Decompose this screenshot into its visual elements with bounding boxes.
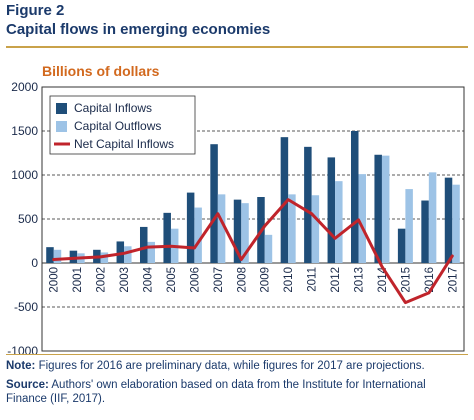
legend-label: Capital Inflows	[74, 101, 152, 115]
y-tick-label: 500	[18, 212, 38, 226]
y-tick-label: 2000	[11, 80, 38, 94]
x-tick-label: 2009	[260, 267, 272, 293]
x-tick-label: 2012	[330, 267, 342, 293]
note-text: Figures for 2016 are preliminary data, w…	[38, 360, 425, 372]
bar-capital-inflows	[69, 250, 78, 263]
x-tick-label: 2001	[72, 267, 84, 293]
bar-capital-inflows	[116, 241, 125, 263]
bar-capital-outflows	[53, 249, 62, 263]
figure-label: Figure 2	[6, 2, 65, 19]
x-tick-label: 2011	[307, 267, 319, 292]
bar-capital-inflows	[304, 146, 312, 263]
bar-capital-outflows	[311, 195, 320, 263]
legend-swatch-outflows	[56, 121, 67, 132]
bar-capital-outflows	[358, 174, 367, 263]
x-tick-label: 2008	[236, 267, 248, 293]
note: Note: Figures for 2016 are preliminary d…	[6, 359, 468, 373]
y-tick-label: -500	[14, 300, 38, 314]
bar-capital-inflows	[186, 192, 195, 263]
bar-capital-inflows	[327, 157, 336, 263]
bar-capital-inflows	[350, 131, 359, 263]
legend-label: Net Capital Inflows	[74, 137, 174, 151]
x-tick-label: 2006	[189, 267, 201, 293]
bar-capital-outflows	[428, 172, 437, 263]
source-text: Authors' own elaboration based on data f…	[6, 379, 426, 405]
bar-capital-outflows	[264, 234, 273, 263]
bar-capital-inflows	[374, 154, 382, 263]
capital-flows-chart: -1000 -500 0 500 1000 1500 2000 2000 2001 2002 200…	[7, 80, 465, 356]
bar-capital-outflows	[335, 181, 343, 263]
bar-capital-inflows	[233, 199, 242, 263]
x-tick-label: 2015	[400, 267, 412, 293]
legend-label: Capital Outflows	[74, 119, 161, 133]
bar-capital-inflows	[280, 137, 289, 263]
legend-box	[49, 95, 196, 155]
note-label: Note:	[6, 360, 36, 372]
x-tick-label: 2004	[143, 266, 155, 292]
x-tick-label: 2013	[354, 267, 366, 293]
y-tick-label: 1000	[11, 168, 38, 182]
x-tick-label: 2017	[447, 267, 459, 293]
bar-capital-inflows	[163, 212, 171, 263]
figure-title: Capital flows in emerging economies	[6, 21, 271, 38]
bar-capital-outflows	[405, 189, 413, 263]
x-tick-label: 2002	[96, 267, 108, 293]
bar-capital-inflows	[46, 247, 54, 263]
bar-capital-inflows	[139, 226, 148, 263]
bar-capital-inflows	[421, 200, 429, 263]
bar-capital-outflows	[288, 194, 296, 263]
x-tick-label: 2000	[49, 267, 61, 293]
bar-capital-inflows	[210, 144, 218, 263]
y-tick-label: 1500	[11, 124, 38, 138]
line-net-capital-inflows	[52, 198, 454, 305]
bar-capital-outflows	[217, 194, 226, 263]
y-tick-label: 0	[31, 256, 38, 270]
bar-capital-inflows	[444, 177, 453, 263]
x-tick-label: 2007	[213, 267, 225, 293]
legend-swatch-inflows	[56, 103, 67, 114]
bar-capital-outflows	[452, 184, 460, 263]
footer-divider	[6, 354, 468, 355]
source: Source: Authors' own elaboration based o…	[6, 378, 468, 406]
x-tick-label: 2005	[166, 267, 178, 293]
bar-capital-outflows	[194, 207, 202, 263]
bar-capital-outflows	[147, 241, 156, 263]
x-tick-label: 2010	[283, 267, 295, 293]
unit-label: Billions of dollars	[42, 63, 160, 79]
source-label: Source:	[6, 379, 49, 391]
bar-capital-inflows	[397, 228, 406, 263]
title-divider	[6, 46, 468, 48]
y-tick-label: -1000	[7, 344, 38, 356]
bar-capital-outflows	[124, 246, 132, 263]
bar-capital-outflows	[241, 203, 249, 263]
bar-capital-outflows	[381, 155, 390, 263]
x-tick-label: 2003	[119, 267, 131, 293]
